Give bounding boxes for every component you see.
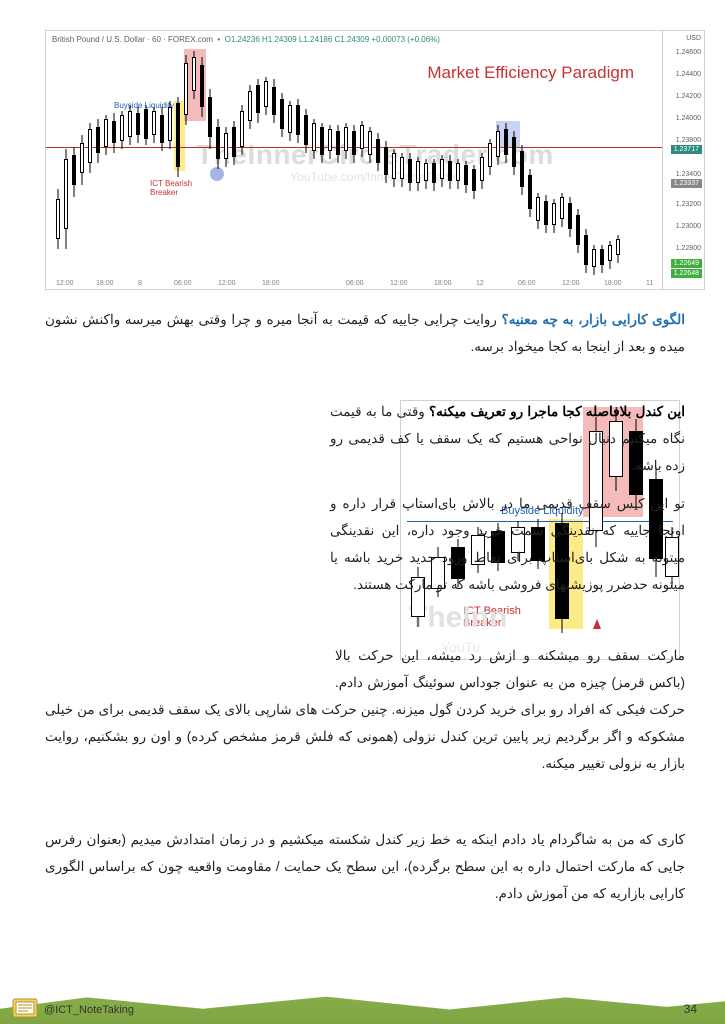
paragraph-3: تو این کیس سقف قدیمی ما در بالاش بای‌است… — [330, 490, 685, 598]
main-chart: British Pound / U.S. Dollar · 60 · FOREX… — [45, 30, 705, 290]
y-axis: USD 1.24600 1.24400 1.24200 1.24000 1.23… — [662, 31, 704, 289]
footer-handle: @ICT_NoteTaking — [44, 1004, 134, 1016]
paragraph-1: الگوی کارایی بازار، به چه معنیه؟ روایت چ… — [45, 306, 685, 360]
candlestick-area — [54, 49, 662, 269]
paragraph-4-wrap: مارکت سقف رو میشکنه و ازش رد میشه، این ح… — [45, 642, 685, 777]
paragraph-5: کاری که من به شاگردام یاد دادم اینکه یه … — [45, 826, 685, 907]
chart-title: British Pound / U.S. Dollar · 60 · FOREX… — [52, 35, 440, 44]
paragraph-2: این کندل بلافاصله کجا ماجرا رو تعریف میک… — [330, 398, 685, 479]
page-number: 34 — [684, 1002, 697, 1016]
notebook-icon — [12, 996, 38, 1018]
